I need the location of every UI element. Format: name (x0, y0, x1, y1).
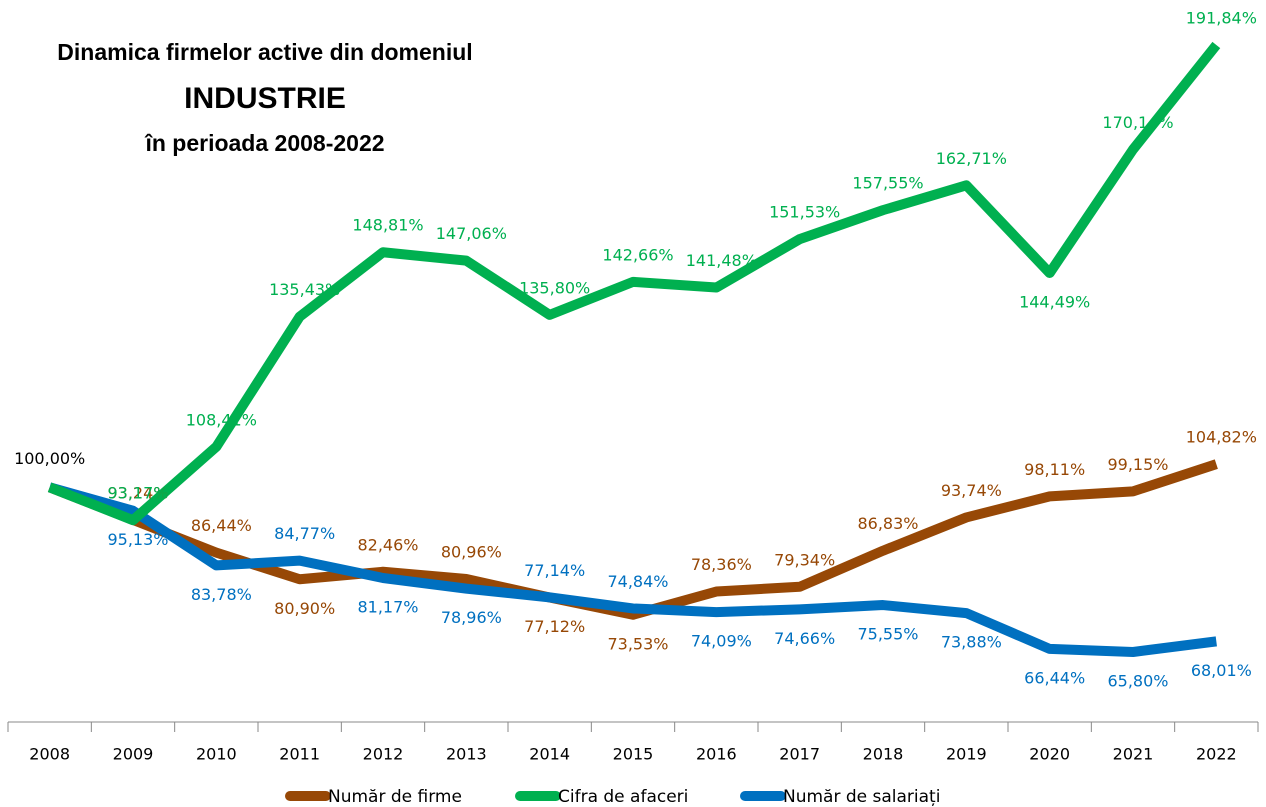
data-label: 95,13% (107, 530, 168, 549)
line-series (48, 482, 1217, 657)
data-label: 80,90% (274, 599, 335, 618)
data-label: 74,84% (607, 572, 668, 591)
data-label: 78,96% (441, 608, 502, 627)
x-tick-label: 2014 (529, 745, 570, 764)
data-label: 147,06% (436, 224, 507, 243)
x-tick-label: 2019 (946, 745, 987, 764)
data-label: 191,84% (1186, 9, 1257, 28)
data-label: 78,36% (691, 555, 752, 574)
x-tick-label: 2008 (29, 745, 70, 764)
data-label: 77,14% (524, 561, 585, 580)
data-label: 74,09% (691, 632, 752, 651)
data-label: 99,15% (1107, 455, 1168, 474)
legend-label: Număr de firme (328, 787, 462, 807)
x-tick-label: 2017 (779, 745, 820, 764)
data-label: 84,77% (274, 524, 335, 543)
data-label: 81,17% (357, 597, 418, 616)
data-label: 77,12% (524, 617, 585, 636)
chart-title: Dinamica firmelor active din domeniul (57, 39, 472, 65)
legend-label: Număr de salariați (783, 787, 940, 807)
x-tick-label: 2013 (446, 745, 487, 764)
data-label: 135,43% (269, 280, 340, 299)
x-tick-label: 2010 (196, 745, 237, 764)
data-label: 108,41% (186, 410, 257, 429)
data-label: 142,66% (602, 245, 673, 264)
data-label: 135,80% (519, 278, 590, 297)
data-label: 93,74% (941, 481, 1002, 500)
line-series (47, 41, 1221, 526)
data-label: 157,55% (852, 174, 923, 193)
chart-title: în perioada 2008-2022 (144, 130, 384, 156)
data-label: 86,83% (857, 514, 918, 533)
x-tick-label: 2009 (113, 745, 154, 764)
data-label: 98,11% (1024, 460, 1085, 479)
data-label: 66,44% (1024, 668, 1085, 687)
data-label: 83,78% (191, 585, 252, 604)
data-label: 68,01% (1191, 661, 1252, 680)
data-label: 144,49% (1019, 293, 1090, 312)
data-label: 93,17% (107, 484, 168, 503)
data-label: 141,48% (686, 251, 757, 270)
data-label: 73,88% (941, 633, 1002, 652)
data-label: 86,44% (191, 516, 252, 535)
data-label: 162,71% (936, 149, 1007, 168)
data-label: 93,24% (107, 483, 168, 502)
x-tick-label: 2011 (279, 745, 320, 764)
data-label: 104,82% (1186, 428, 1257, 447)
data-label: 73,53% (607, 634, 668, 653)
data-label: 148,81% (352, 216, 423, 235)
chart-title: INDUSTRIE (184, 82, 346, 115)
data-label: 100,00% (14, 449, 85, 468)
data-label: 65,80% (1107, 672, 1168, 691)
x-tick-label: 2015 (613, 745, 654, 764)
data-label: 75,55% (857, 625, 918, 644)
data-label: 74,66% (774, 629, 835, 648)
x-tick-label: 2021 (1113, 745, 1154, 764)
data-label: 170,14% (1102, 113, 1173, 132)
data-label: 79,34% (774, 550, 835, 569)
x-tick-label: 2018 (863, 745, 904, 764)
x-tick-label: 2016 (696, 745, 737, 764)
data-label: 151,53% (769, 203, 840, 222)
x-tick-label: 2020 (1029, 745, 1070, 764)
x-tick-label: 2012 (363, 745, 404, 764)
data-label: 80,96% (441, 542, 502, 561)
x-tick-label: 2022 (1196, 745, 1237, 764)
data-label: 82,46% (357, 535, 418, 554)
legend-label: Cifra de afaceri (558, 787, 688, 807)
